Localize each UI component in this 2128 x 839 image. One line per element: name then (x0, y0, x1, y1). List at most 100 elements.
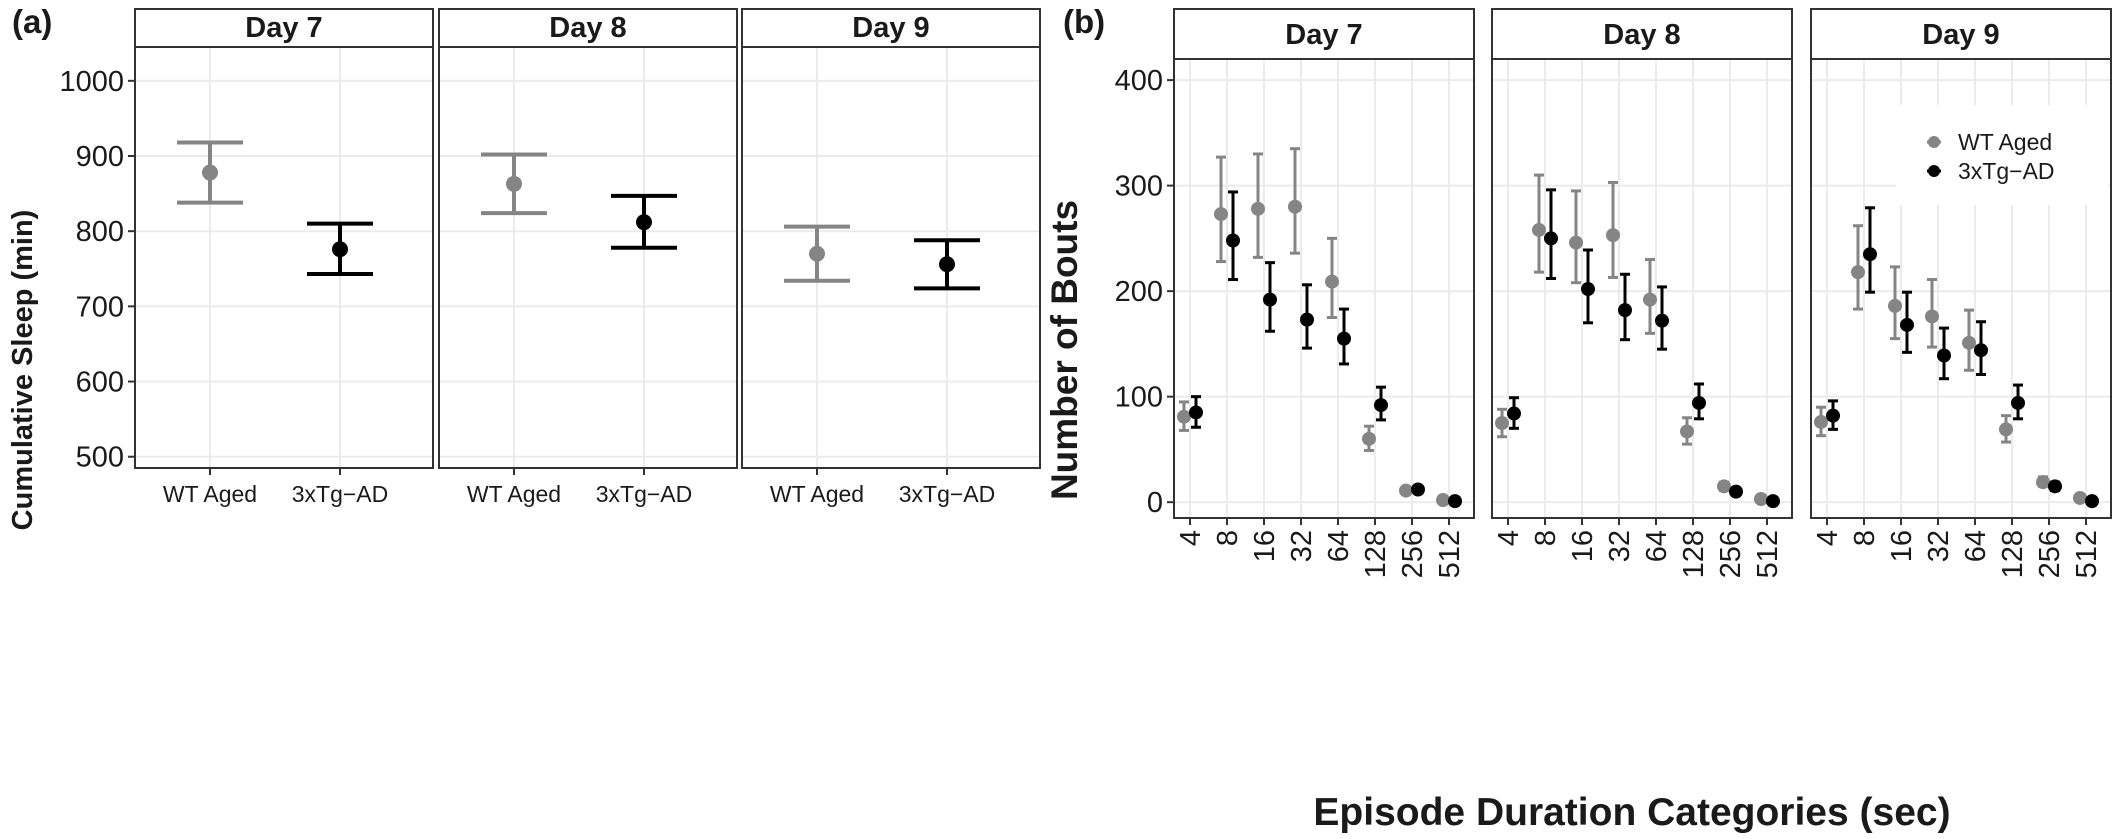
errorbar-3xtg-ad (1337, 307, 1351, 366)
errorbar-wt-aged (1251, 152, 1265, 259)
mean-point (1814, 414, 1828, 429)
errorbar-wt-aged (2073, 490, 2087, 505)
mean-point (1937, 348, 1951, 363)
errorbar-3xtg-ad (2085, 494, 2099, 509)
y-axis-title-b: Number of Bouts (1044, 200, 1085, 500)
errorbar-3xtg-ad (1411, 482, 1425, 497)
y-tick-label: 900 (76, 141, 124, 173)
mean-point (1532, 222, 1546, 237)
errorbar-wt-aged (1851, 224, 1865, 311)
y-tick-label: 0 (1147, 487, 1163, 519)
mean-point (1888, 298, 1902, 313)
errorbar-wt-aged (1680, 416, 1694, 446)
x-tick-label: 4 (1175, 530, 1207, 546)
facet-b-day-7: Day 7 4 8 16 32 64 128 256 512 (1173, 8, 1475, 578)
mean-point (1863, 247, 1877, 262)
errorbar-3xtg-ad (2048, 479, 2062, 494)
x-tick-label: 128 (1997, 530, 2029, 578)
mean-point (1189, 405, 1203, 420)
errorbar-3xtg-ad (1226, 190, 1240, 282)
errorbar-3xtg-ad (1263, 261, 1277, 333)
legend-label: WT Aged (1958, 129, 2052, 155)
mean-point (1411, 482, 1425, 497)
errorbar-wt-aged (1436, 493, 1450, 508)
errorbar-3xtg-ad (1900, 290, 1914, 354)
errorbar-3xtg-ad (1300, 283, 1314, 350)
errorbar-3xtg-ad (1863, 206, 1877, 294)
legend-key-point (1928, 165, 1940, 177)
x-tick-label: 512 (1752, 530, 1784, 578)
mean-point (1655, 313, 1669, 328)
errorbar-wt-aged (1362, 424, 1376, 452)
mean-point (1754, 492, 1768, 507)
legend-key-point (1928, 136, 1940, 148)
errorbar-3xtg-ad (307, 221, 373, 277)
mean-point (2073, 490, 2087, 505)
errorbar-wt-aged (1399, 483, 1413, 498)
legend-label: 3xTg−AD (1958, 158, 2055, 184)
mean-point (506, 175, 522, 192)
y-tick-label: 300 (1115, 171, 1163, 203)
legend-background (1896, 105, 2108, 205)
mean-point (1325, 274, 1339, 289)
errorbar-wt-aged (1754, 492, 1768, 507)
facet-strip-label: Day 7 (245, 12, 322, 44)
facet-b-day-9: Day 9 WT Aged 3xTg−AD 4 8 16 32 64 128 256 512 (1810, 8, 2112, 578)
errorbar-3xtg-ad (914, 238, 980, 291)
mean-point (1177, 409, 1191, 424)
panel-border (134, 46, 434, 469)
mean-point (1925, 309, 1939, 324)
errorbar-3xtg-ad (1507, 396, 1521, 430)
x-tick-label: 256 (1715, 530, 1747, 578)
x-tick-label: 3xTg−AD (292, 481, 389, 507)
mean-point (1495, 416, 1509, 431)
y-tick-label: 400 (1115, 65, 1163, 97)
errorbar-3xtg-ad (1618, 272, 1632, 342)
mean-point (1288, 199, 1302, 214)
mean-point (1226, 233, 1240, 248)
errorbar-wt-aged (1643, 257, 1657, 335)
errorbar-3xtg-ad (1937, 326, 1951, 381)
mean-point (1717, 479, 1731, 494)
facet-strip (741, 8, 1041, 48)
x-tick-label: 32 (1604, 530, 1636, 562)
x-tick-label: 128 (1678, 530, 1710, 578)
x-tick-label: 256 (2034, 530, 2066, 578)
errorbar-wt-aged (1214, 155, 1228, 264)
mean-point (2048, 479, 2062, 494)
x-tick-label: WT Aged (163, 481, 257, 507)
errorbar-wt-aged (1288, 147, 1302, 255)
y-axis-b: 0 100 200 300 400 (1115, 65, 1174, 519)
facet-strip (134, 8, 434, 48)
mean-point (2011, 395, 2025, 410)
y-tick-label: 600 (76, 367, 124, 399)
mean-point (1680, 424, 1694, 439)
y-tick-label: 500 (76, 442, 124, 474)
x-tick-label: 32 (1923, 530, 1955, 562)
x-tick-label: 256 (1397, 530, 1429, 578)
x-tick-label: 8 (1530, 530, 1562, 546)
mean-point (1337, 331, 1351, 346)
mean-point (202, 164, 218, 181)
x-tick-label: 4 (1493, 530, 1525, 546)
mean-point (1606, 228, 1620, 243)
mean-point (1569, 235, 1583, 250)
y-tick-label: 700 (76, 291, 124, 323)
mean-point (1826, 408, 1840, 423)
panel-border (1173, 58, 1475, 519)
panel-border (1491, 58, 1793, 519)
mean-point (1374, 398, 1388, 413)
x-tick-label: WT Aged (770, 481, 864, 507)
x-tick-label: 16 (1567, 530, 1599, 562)
errorbar-wt-aged (1325, 236, 1339, 320)
mean-point (1900, 317, 1914, 332)
x-tick-label: 16 (1886, 530, 1918, 562)
mean-point (1618, 303, 1632, 318)
mean-point (1507, 406, 1521, 421)
x-tick-label: 3xTg−AD (899, 481, 996, 507)
errorbar-wt-aged (1606, 180, 1620, 279)
errorbar-wt-aged (1925, 278, 1939, 349)
facet-strip-label: Day 8 (549, 12, 626, 44)
mean-point (1643, 292, 1657, 307)
mean-point (636, 214, 652, 231)
